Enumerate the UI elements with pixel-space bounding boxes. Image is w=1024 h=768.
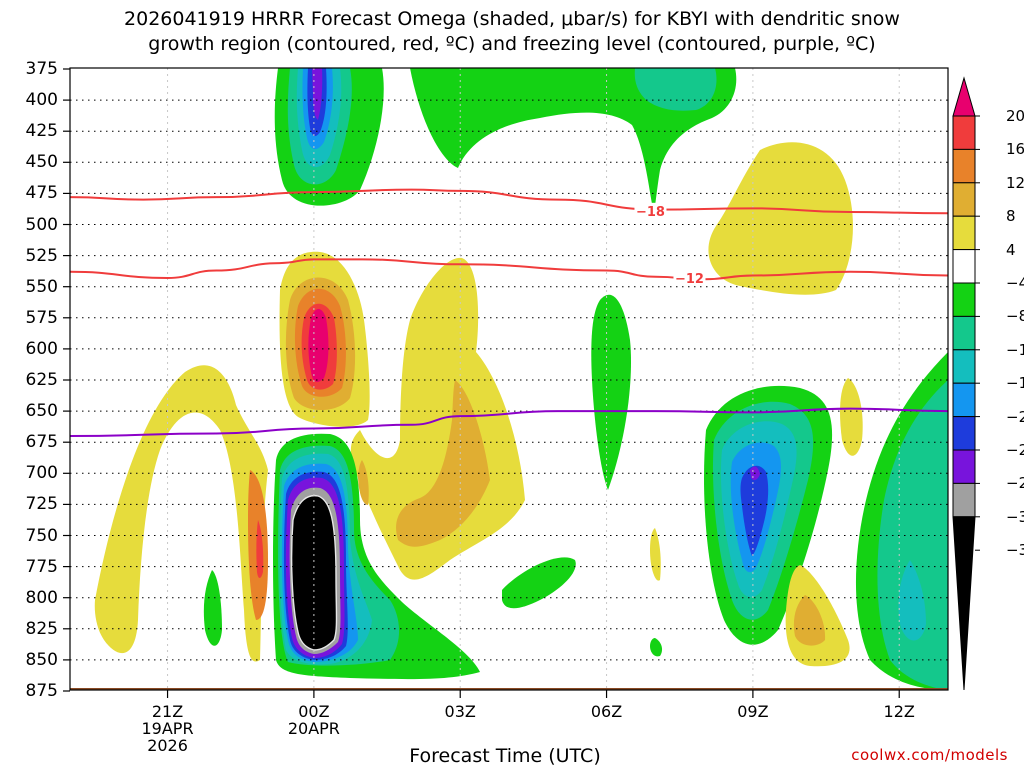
colorbar-label: −28 [1006, 474, 1024, 493]
colorbar-label: −16 [1006, 374, 1024, 393]
y-tick-label: 650 [25, 401, 58, 422]
y-tick-label: 475 [25, 183, 58, 204]
y-tick-label: 450 [25, 152, 58, 173]
y-ticks [63, 68, 70, 692]
omega-region [256, 520, 264, 578]
y-tick-label: 800 [25, 587, 58, 608]
contour-labels: −18 −12 [634, 202, 706, 287]
contour-label-bg [673, 269, 706, 285]
colorbar-label: 16 [1006, 140, 1024, 159]
omega-region [650, 638, 663, 657]
contour-label: −12 [675, 272, 704, 287]
y-tick-label: 525 [25, 245, 58, 266]
colorbar-label: −12 [1006, 340, 1024, 359]
colorbar-swatch [952, 315, 976, 351]
omega-region [312, 68, 323, 120]
credit-text: coolwx.com/models [851, 746, 1008, 764]
colorbar-swatch [952, 282, 976, 317]
plot-frame [69, 67, 949, 691]
colorbar-swatch [952, 182, 976, 217]
y-tick-label: 500 [25, 214, 58, 235]
y-tick-label: 375 [25, 59, 58, 79]
contour-line-0 [70, 407, 948, 437]
colorbar-label: −36 [1006, 541, 1024, 560]
colorbar-top-arrow [952, 76, 976, 117]
y-tick-label: 850 [25, 649, 58, 670]
y-tick-label: 825 [25, 618, 58, 639]
omega-region [898, 560, 926, 641]
omega-region [591, 294, 632, 490]
grid-lines [70, 68, 948, 690]
x-tick-label: 20APR [287, 719, 340, 738]
terrain-strip [70, 688, 948, 690]
colorbar-swatch [952, 482, 976, 518]
colorbar-label: 8 [1006, 207, 1016, 226]
colorbar-swatch [952, 349, 976, 384]
omega-region [94, 365, 269, 662]
x-tick-label: 19APR [141, 719, 194, 738]
omega-region [708, 142, 853, 295]
colorbar-label: −20 [1006, 407, 1024, 426]
omega-region [203, 570, 222, 646]
colorbar-label: 12 [1006, 173, 1024, 192]
colorbar-bottom-arrow [952, 516, 976, 691]
chart-title-line-2: growth region (contoured, red, ºC) and f… [148, 33, 876, 55]
omega-region [740, 465, 769, 556]
x-tick-label: 2026 [147, 736, 188, 755]
x-tick-label: 03Z [444, 702, 476, 721]
omega-region [290, 494, 338, 651]
colorbar-swatch [952, 249, 976, 284]
omega-region [308, 309, 329, 382]
omega-region [877, 380, 948, 690]
x-tick-label: 09Z [737, 702, 769, 721]
colorbar-label: −4 [1006, 274, 1024, 292]
omega-region [634, 68, 717, 111]
y-tick-label: 725 [25, 494, 58, 515]
colorbar-swatch [952, 215, 976, 251]
x-tick-label: 00Z [298, 702, 330, 721]
colorbar [952, 76, 980, 691]
y-tick-label: 675 [25, 432, 58, 453]
omega-region [358, 460, 369, 505]
y-tick-label: 875 [25, 681, 58, 701]
contour-label: −18 [636, 205, 665, 220]
y-tick-label: 700 [25, 463, 58, 484]
x-tick-label: 06Z [590, 702, 623, 721]
contour-line--12 [70, 258, 948, 281]
omega-region [502, 557, 576, 609]
contour-line--18 [70, 188, 948, 215]
colorbar-label: −32 [1006, 507, 1024, 526]
omega-shaded-field [70, 68, 948, 690]
y-tick-label: 425 [25, 121, 58, 142]
y-tick-label: 550 [25, 276, 58, 297]
omega-region [650, 528, 661, 581]
colorbar-swatch [952, 416, 976, 451]
colorbar-label: −8 [1006, 307, 1024, 326]
colorbar-label: 4 [1006, 240, 1016, 259]
y-tick-label: 750 [25, 525, 58, 546]
y-tick-label: 600 [25, 338, 58, 359]
colorbar-swatch [952, 148, 976, 184]
temperature-contours [70, 188, 948, 437]
omega-region [793, 595, 826, 646]
chart-title-line-1: 2026041919 HRRR Forecast Omega (shaded, … [124, 8, 900, 30]
x-tick-label: 12Z [883, 702, 915, 721]
colorbar-label: −24 [1006, 441, 1024, 459]
omega-region [396, 380, 490, 547]
colorbar-swatch [952, 449, 976, 484]
omega-region [840, 378, 863, 456]
x-tick-label: 21Z [151, 702, 184, 721]
x-axis-title: Forecast Time (UTC) [409, 745, 601, 767]
colorbar-label: 20 [1006, 107, 1024, 125]
y-tick-label: 575 [25, 307, 58, 328]
y-tick-label: 775 [25, 556, 58, 577]
x-ticks [166, 690, 900, 698]
y-tick-label: 400 [25, 90, 58, 111]
colorbar-swatch [952, 382, 976, 418]
y-tick-label: 625 [25, 370, 58, 390]
colorbar-swatch [952, 115, 976, 150]
contour-label-bg [634, 202, 667, 218]
